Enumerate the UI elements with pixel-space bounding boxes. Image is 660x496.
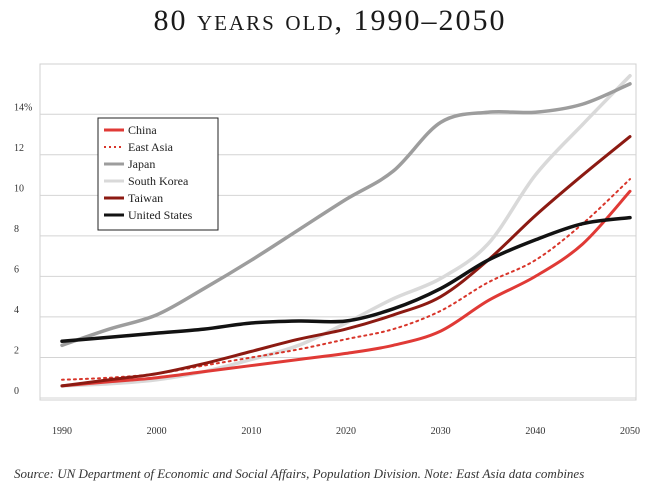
series-line-china: [60, 189, 632, 388]
y-tick-label: 2: [14, 345, 19, 356]
source-note: Source: UN Department of Economic and So…: [14, 466, 585, 481]
x-tick-label: 2050: [620, 426, 640, 437]
legend-label: South Korea: [128, 174, 189, 188]
x-tick-label: 2040: [525, 426, 545, 437]
y-tick-label: 0: [14, 386, 19, 397]
series-line-united-states: [60, 215, 632, 344]
legend-label: Taiwan: [128, 191, 163, 205]
plot-frame: [39, 63, 637, 401]
legend-label: United States: [128, 208, 193, 222]
x-tick-label: 1990: [52, 426, 72, 437]
x-tick-label: 2020: [336, 426, 356, 437]
series-line-japan: [60, 82, 632, 348]
y-tick-label: 6: [14, 264, 19, 275]
legend-box: [97, 117, 219, 231]
legend-label: East Asia: [128, 140, 174, 154]
y-tick-label: 14%: [14, 102, 32, 113]
chart-title: 80 years old, 1990–2050: [153, 4, 507, 37]
legend-label: China: [128, 123, 157, 137]
series-line-east-asia: [61, 178, 631, 381]
y-tick-label: 10: [14, 183, 24, 194]
y-tick-label: 8: [14, 224, 19, 235]
y-tick-label: 4: [14, 305, 19, 316]
x-tick-label: 2000: [147, 426, 167, 437]
x-tick-label: 2030: [431, 426, 451, 437]
legend-label: Japan: [128, 157, 155, 171]
series-line-taiwan: [60, 135, 632, 388]
chart-area: 0 2 4 6 8 10 12 14% 1990 2000 2010 2020 2030 2040 2050…: [0, 56, 660, 446]
y-tick-label: 12: [14, 143, 24, 154]
line-chart: 0 2 4 6 8 10 12 14% 1990 2000 2010 2020 2030 2040 2050…: [14, 63, 640, 437]
x-tick-label: 2010: [241, 426, 261, 437]
